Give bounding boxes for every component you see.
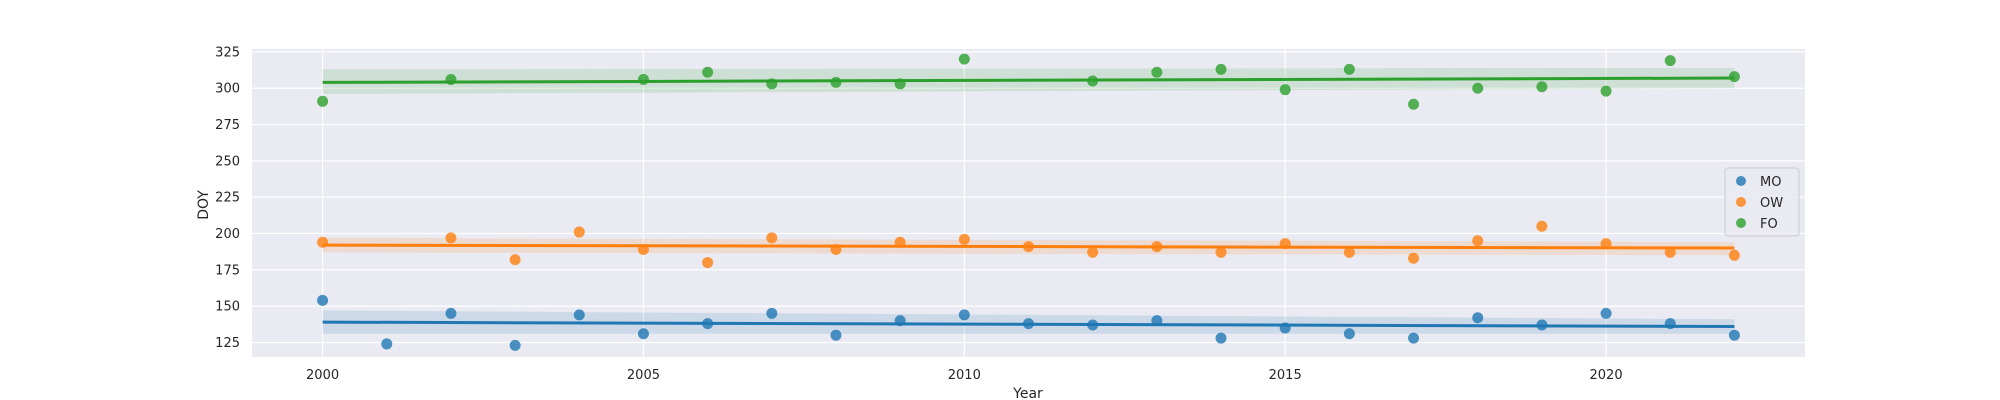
legend-label-fo: FO: [1760, 217, 1778, 232]
data-point-fo: [637, 74, 649, 86]
legend-label-mo: MO: [1760, 175, 1781, 190]
x-tick-label: 2010: [948, 368, 981, 383]
data-point-ow: [894, 236, 906, 248]
data-point-fo: [1600, 85, 1612, 97]
x-tick-label: 2020: [1590, 368, 1623, 383]
data-point-fo: [445, 74, 457, 86]
y-tick-labels: 125 150 175 200 225 250 275 300 325: [215, 45, 240, 351]
data-point-ow: [1343, 246, 1355, 258]
y-tick-label: 325: [215, 45, 240, 60]
data-point-mo: [1600, 307, 1612, 319]
y-tick-label: 250: [215, 154, 240, 169]
data-point-fo: [1728, 71, 1740, 83]
data-point-ow: [1215, 246, 1227, 258]
legend: MO OW FO: [1724, 167, 1800, 237]
y-tick-label: 225: [215, 191, 240, 206]
data-point-mo: [445, 307, 457, 319]
data-point-ow: [509, 254, 521, 266]
y-tick-label: 150: [215, 300, 240, 315]
data-point-ow: [1087, 246, 1099, 258]
data-point-mo: [1408, 332, 1420, 344]
data-point-fo: [1408, 98, 1420, 110]
data-point-ow: [1536, 220, 1548, 232]
legend-marker-ow: [1736, 197, 1746, 207]
data-point-fo: [317, 95, 329, 107]
data-point-ow: [445, 232, 457, 244]
data-point-mo: [1279, 322, 1291, 334]
data-point-mo: [894, 315, 906, 327]
data-point-fo: [894, 78, 906, 90]
data-point-mo: [637, 328, 649, 340]
data-point-ow: [1600, 238, 1612, 250]
data-point-mo: [1536, 319, 1548, 331]
data-point-mo: [1472, 312, 1484, 324]
data-point-mo: [1215, 332, 1227, 344]
legend-marker-mo: [1736, 176, 1746, 186]
data-point-mo: [1087, 319, 1099, 331]
y-tick-label: 300: [215, 82, 240, 97]
data-point-ow: [766, 232, 778, 244]
data-point-fo: [766, 78, 778, 90]
trend-line-fo: [322, 76, 1735, 84]
x-tick-label: 2000: [306, 368, 339, 383]
data-point-fo: [1151, 66, 1163, 78]
data-point-mo: [381, 338, 393, 350]
data-point-fo: [1215, 63, 1227, 75]
data-point-fo: [1279, 84, 1291, 96]
data-point-ow: [1472, 235, 1484, 247]
x-tick-label: 2015: [1269, 368, 1302, 383]
data-point-mo: [1023, 318, 1034, 330]
data-point-mo: [958, 309, 970, 321]
data-point-ow: [1151, 241, 1163, 253]
data-point-fo: [1087, 75, 1099, 87]
y-tick-label: 275: [215, 118, 240, 133]
data-point-fo: [702, 66, 714, 78]
data-point-fo: [1472, 82, 1484, 94]
data-point-ow: [1728, 249, 1740, 261]
data-point-ow: [573, 226, 585, 238]
data-point-mo: [702, 318, 714, 330]
y-tick-label: 200: [215, 227, 240, 242]
data-point-fo: [1664, 55, 1676, 67]
data-point-mo: [509, 339, 521, 351]
data-point-ow: [702, 257, 714, 269]
data-point-mo: [1343, 328, 1355, 340]
data-point-fo: [1536, 81, 1548, 93]
data-point-mo: [766, 307, 778, 319]
y-tick-label: 175: [215, 263, 240, 278]
data-point-ow: [637, 243, 649, 255]
data-point-ow: [1664, 246, 1676, 258]
data-point-fo: [958, 53, 970, 65]
data-point-mo: [1728, 329, 1740, 341]
data-points: [317, 53, 1740, 351]
y-axis-label: DOY: [196, 190, 212, 220]
x-tick-label: 2005: [627, 368, 660, 383]
x-axis-label: Year: [1012, 386, 1043, 400]
x-tick-labels: 2000 2005 2010 2015 2020: [306, 368, 1623, 383]
data-point-mo: [573, 309, 585, 321]
data-point-ow: [1023, 241, 1034, 253]
data-point-mo: [830, 329, 842, 341]
y-tick-label: 125: [215, 336, 240, 351]
data-point-fo: [830, 76, 842, 88]
data-point-ow: [958, 233, 970, 245]
data-point-ow: [830, 243, 842, 255]
data-point-mo: [1151, 315, 1163, 327]
data-point-ow: [1279, 238, 1291, 250]
data-point-ow: [317, 236, 329, 248]
data-point-mo: [1664, 318, 1676, 330]
legend-label-ow: OW: [1760, 196, 1783, 211]
plot-background: [252, 49, 1805, 357]
legend-marker-fo: [1736, 218, 1746, 228]
data-point-mo: [317, 294, 329, 306]
data-point-fo: [1343, 63, 1355, 75]
data-point-ow: [1408, 252, 1420, 264]
